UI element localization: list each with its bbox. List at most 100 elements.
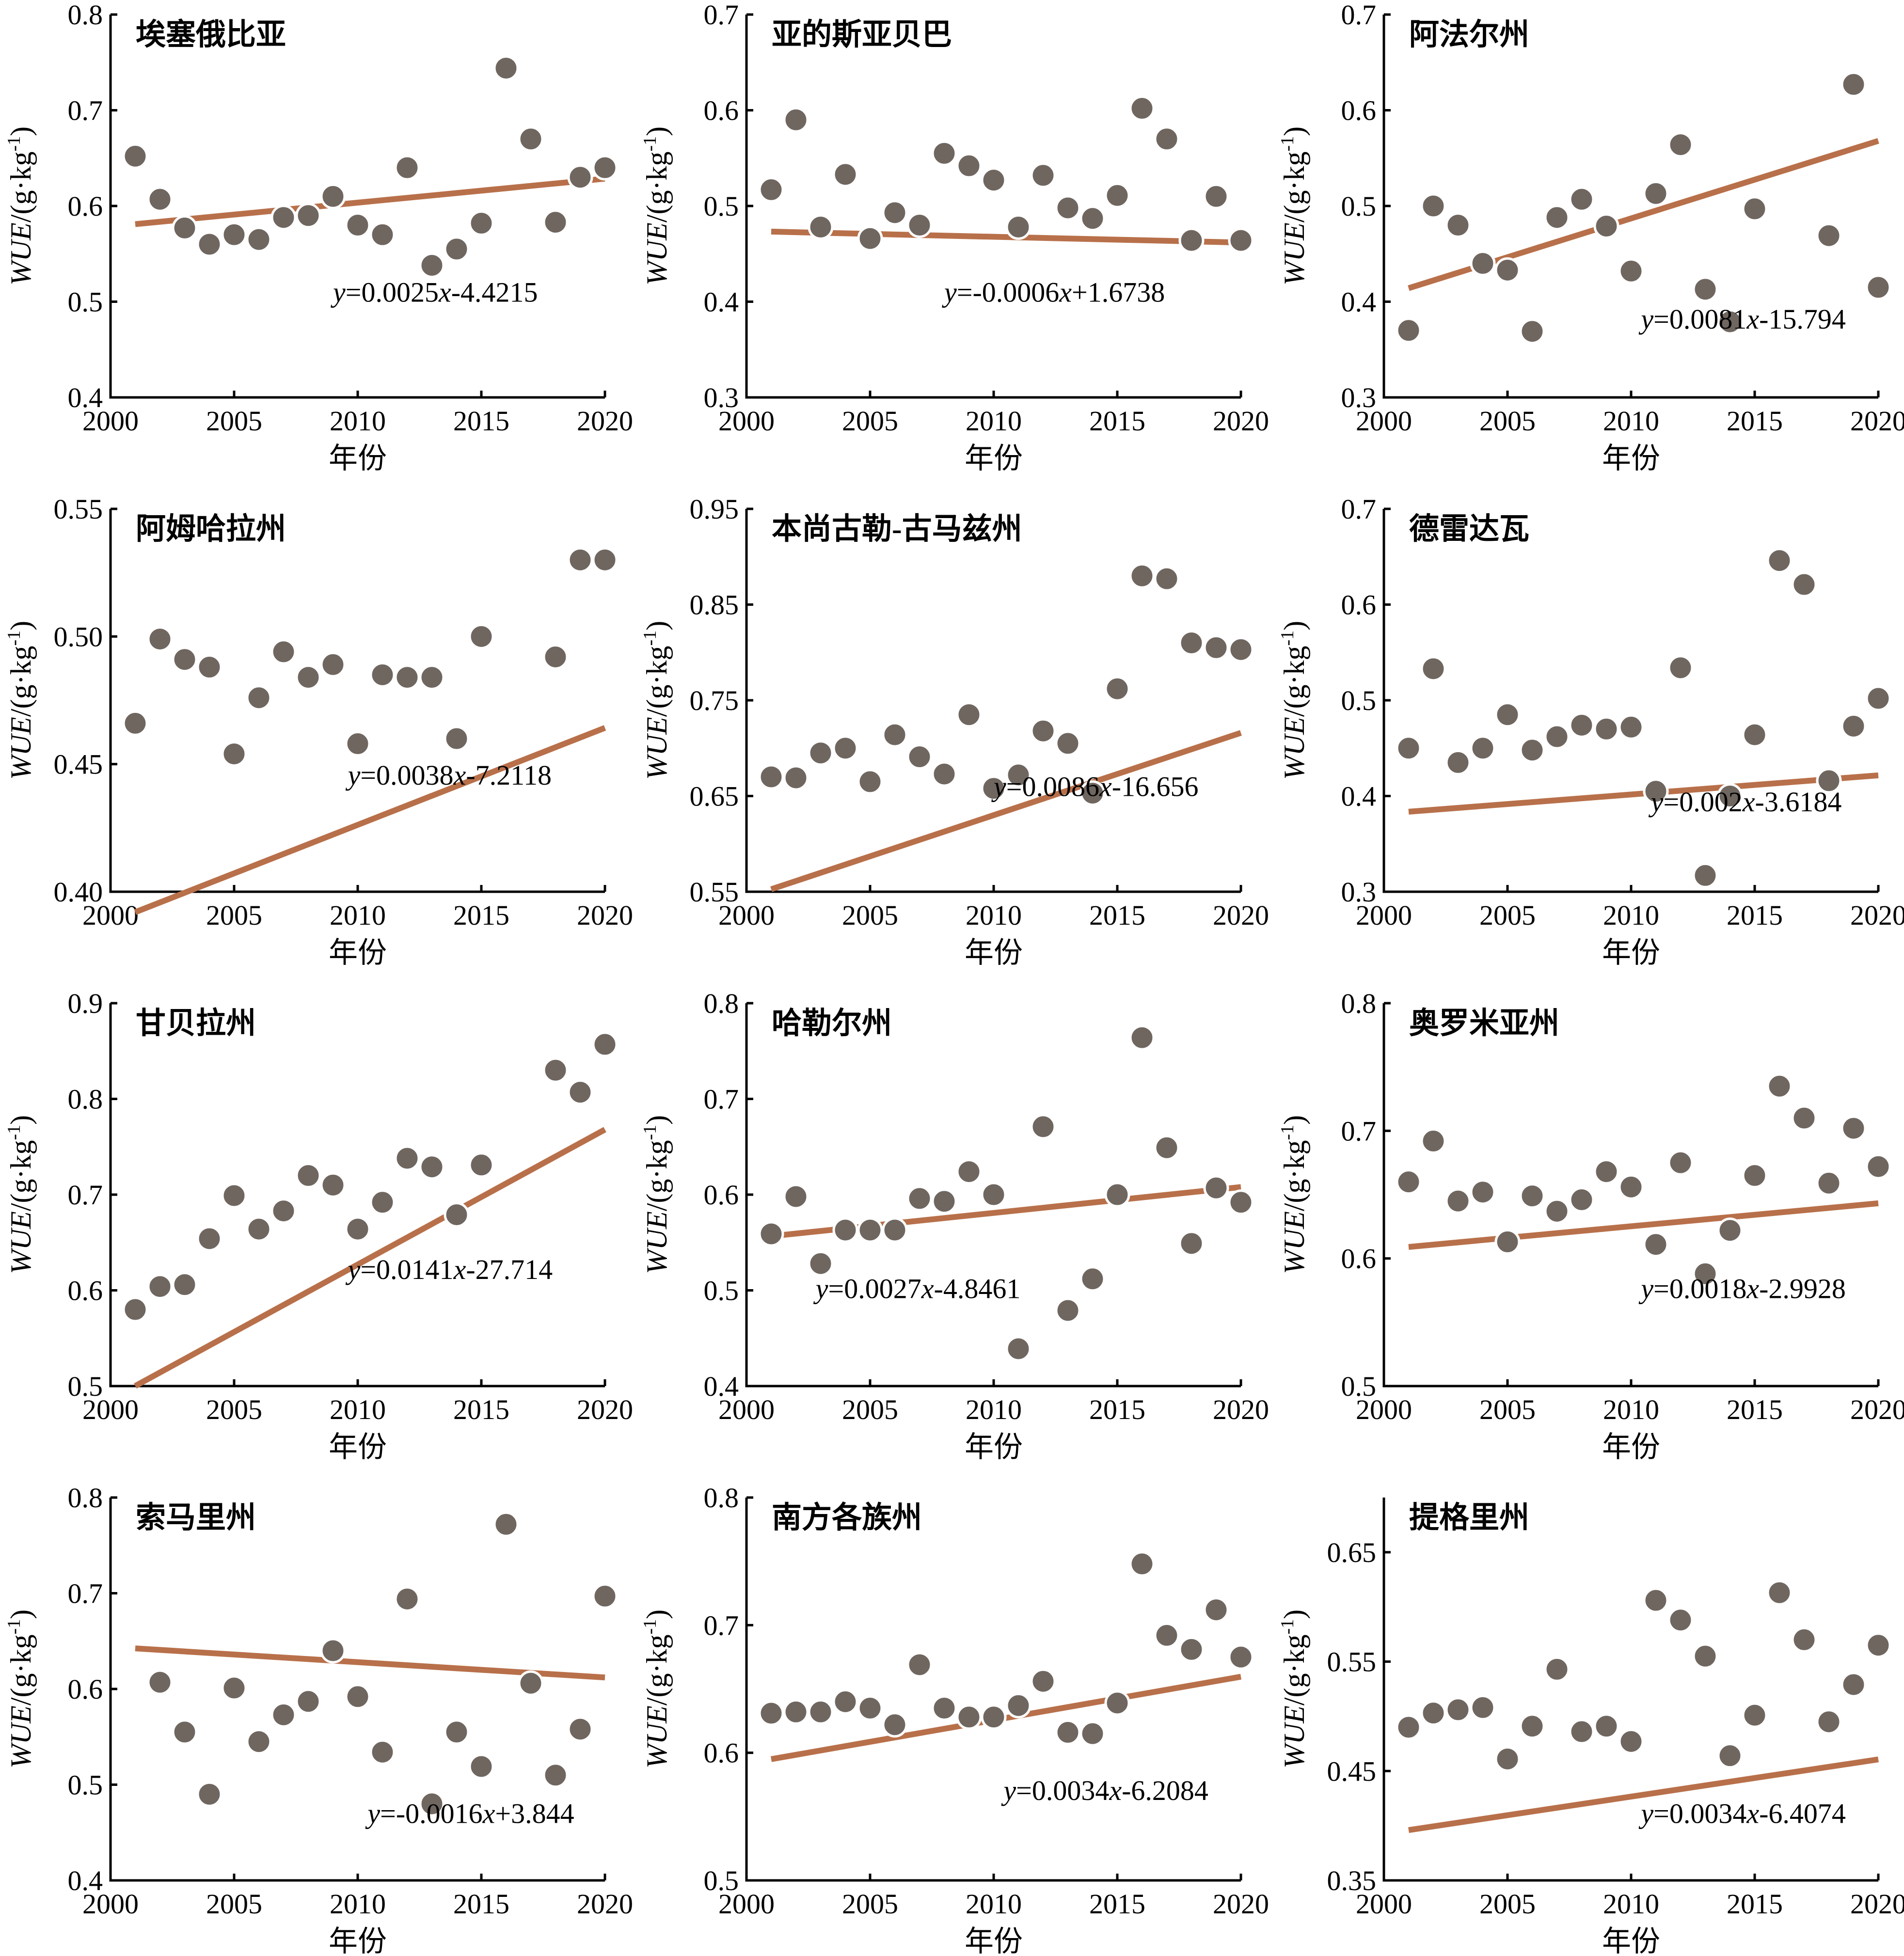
- x-tick-label: 2020: [1850, 1888, 1904, 1920]
- data-point: [1494, 257, 1521, 283]
- panel-title: 阿姆哈拉州: [136, 512, 286, 546]
- x-tick-label: 2015: [453, 1888, 509, 1920]
- x-tick-label: 2020: [1213, 405, 1269, 437]
- data-point: [1593, 716, 1619, 742]
- y-tick-label: 0.3: [704, 382, 739, 413]
- data-point: [196, 1781, 222, 1807]
- data-point: [1104, 676, 1130, 702]
- data-point: [956, 1159, 982, 1185]
- y-axis-title: WUE/(g·kg-1): [640, 126, 673, 285]
- data-point: [956, 702, 982, 728]
- data-point: [1742, 722, 1768, 748]
- data-point: [758, 764, 784, 790]
- x-tick-label: 2000: [1356, 405, 1412, 437]
- x-tick-label: 2005: [1479, 899, 1536, 931]
- x-tick-label: 2015: [1089, 899, 1145, 931]
- data-point: [394, 664, 420, 691]
- data-point: [1593, 213, 1619, 239]
- data-point: [1055, 730, 1081, 757]
- axis-lines: [109, 15, 605, 399]
- data-point: [1544, 724, 1570, 750]
- data-point: [1816, 768, 1842, 794]
- data-point: [567, 547, 593, 573]
- y-tick-label: 0.8: [68, 0, 103, 31]
- data-point: [542, 1762, 569, 1788]
- data-point: [783, 1183, 809, 1210]
- data-point: [1005, 214, 1031, 240]
- data-point: [1396, 735, 1422, 761]
- data-point: [832, 1217, 858, 1243]
- y-tick-label: 0.5: [704, 190, 739, 222]
- data-point: [808, 1699, 834, 1725]
- data-point: [1203, 1175, 1229, 1201]
- trend-line: [1408, 1756, 1879, 1833]
- data-point: [906, 212, 933, 238]
- data-point: [931, 140, 957, 166]
- chart-panel-7: 2000 2005 2010 2015 2020 0.5 0.6 0.7 0.8 0.9 年份 WUE…: [4, 988, 633, 1463]
- x-tick-label: 2005: [1479, 1888, 1536, 1920]
- x-tick-label: 2000: [1356, 899, 1412, 931]
- data-point: [1544, 1198, 1570, 1224]
- data-point: [320, 1172, 346, 1198]
- x-tick-label: 2005: [842, 405, 898, 437]
- data-point: [221, 221, 247, 248]
- x-tick-label: 2000: [718, 405, 775, 437]
- data-point: [783, 765, 809, 791]
- data-point: [1816, 1170, 1842, 1196]
- data-point: [758, 1700, 784, 1726]
- data-point: [320, 183, 346, 209]
- data-point: [1154, 566, 1180, 592]
- data-point: [832, 161, 858, 188]
- data-point: [1178, 1230, 1205, 1257]
- data-point: [1005, 762, 1031, 788]
- trend-line: [134, 725, 606, 915]
- data-point: [320, 1638, 346, 1664]
- data-point: [246, 685, 272, 711]
- data-point: [832, 735, 858, 761]
- x-tick-label: 2020: [1850, 405, 1904, 437]
- y-axis-title: WUE/(g·kg-1): [4, 126, 37, 285]
- data-point: [1154, 126, 1180, 152]
- data-point: [1129, 95, 1155, 122]
- data-point: [270, 639, 297, 665]
- data-point: [1667, 1607, 1694, 1633]
- y-tick-label: 0.65: [1327, 1537, 1377, 1568]
- x-tick-label: 2010: [966, 899, 1022, 931]
- y-tick-label: 0.5: [1341, 1371, 1377, 1402]
- x-tick-label: 2020: [1850, 1394, 1904, 1425]
- x-tick-label: 2005: [206, 1394, 262, 1425]
- data-point: [369, 1739, 396, 1765]
- x-tick-label: 2020: [577, 899, 633, 931]
- data-point: [1055, 1297, 1081, 1324]
- y-axis-title: WUE/(g·kg-1): [1277, 1609, 1310, 1768]
- x-tick-label: 2020: [577, 1888, 633, 1920]
- data-point: [808, 740, 834, 766]
- data-point: [1055, 195, 1081, 221]
- data-point: [394, 1145, 420, 1171]
- x-tick-label: 2020: [1213, 899, 1269, 931]
- data-point: [246, 1729, 272, 1755]
- x-tick-label: 2010: [966, 1888, 1022, 1920]
- x-tick-label: 2000: [82, 1394, 139, 1425]
- trend-line: [134, 1127, 606, 1389]
- chart-panel-8: 2000 2005 2010 2015 2020 0.4 0.5 0.6 0.7 0.8 年份 WUE…: [640, 988, 1269, 1463]
- y-tick-label: 0.6: [68, 190, 103, 222]
- y-tick-label: 0.6: [1341, 589, 1377, 621]
- x-tick-label: 2015: [1727, 1888, 1783, 1920]
- data-point: [592, 1031, 618, 1057]
- x-tick-label: 2015: [1727, 405, 1783, 437]
- y-tick-label: 0.6: [68, 1275, 103, 1307]
- x-tick-label: 2020: [1850, 899, 1904, 931]
- y-tick-label: 0.7: [704, 1609, 739, 1641]
- data-point: [221, 1183, 247, 1209]
- y-axis-title: WUE/(g·kg-1): [1277, 1115, 1310, 1274]
- data-point: [419, 1791, 445, 1817]
- chart-panel-12: 2000 2005 2010 2015 2020 0.35 0.45 0.55 0.65 年份 WU…: [1277, 1498, 1904, 1956]
- data-point: [1228, 1189, 1254, 1215]
- data-point: [1618, 1174, 1644, 1200]
- panel-title: 阿法尔州: [1409, 18, 1529, 51]
- chart-panel-5: 2000 2005 2010 2015 2020 0.55 0.65 0.75 0.85 0.95…: [640, 493, 1269, 969]
- data-point: [542, 644, 569, 670]
- data-point: [882, 1712, 908, 1738]
- data-point: [1791, 571, 1817, 598]
